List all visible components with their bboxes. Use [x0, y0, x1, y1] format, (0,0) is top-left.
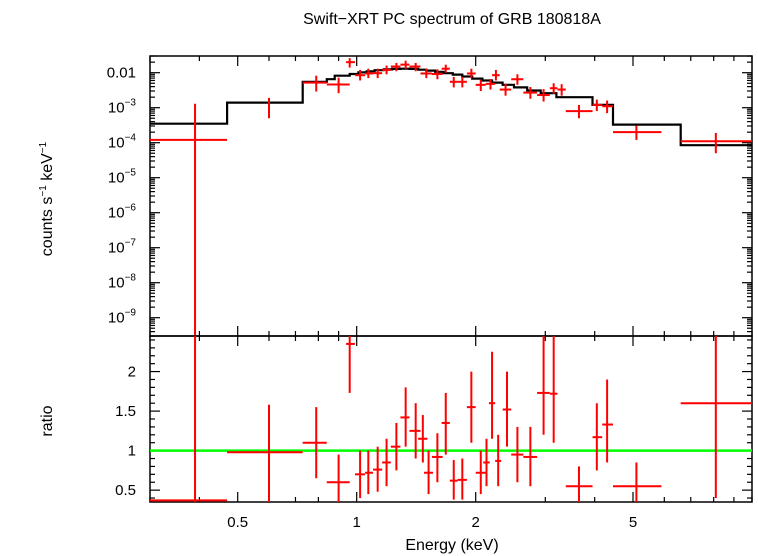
x-tick-label: 1 — [353, 514, 361, 531]
ratio-data-point — [495, 434, 502, 487]
spectrum-data-point — [680, 132, 752, 154]
spectrum-data-point — [565, 104, 593, 119]
x-axis-label: Energy (keV) — [405, 537, 498, 554]
spectrum-data-point — [390, 62, 401, 72]
spectrum-data-point — [492, 69, 500, 81]
ylabel-sup-1: −1 — [38, 185, 49, 197]
spectrum-y-tick-label: 10−9 — [108, 308, 137, 327]
ratio-data-point — [592, 403, 603, 471]
spectrum-data-point — [346, 58, 355, 68]
chart-title: Swift−XRT PC spectrum of GRB 180818A — [303, 11, 601, 28]
spectrum-data-point — [449, 76, 458, 88]
x-tick-label: 2 — [472, 514, 480, 531]
spectrum-y-tick-label: 0.01 — [107, 65, 136, 82]
ratio-data-point — [227, 404, 303, 502]
ratio-data-point — [409, 403, 421, 459]
ratio-y-axis-label: ratio — [39, 405, 56, 436]
ratio-data-point — [466, 371, 476, 443]
ratio-data-point — [354, 450, 366, 499]
ratio-data-point — [346, 336, 355, 393]
ratio-data-point — [549, 336, 558, 443]
ratio-data-point — [326, 454, 350, 502]
ratio-data-point — [373, 446, 383, 492]
ratio-y-tick-label: 1.5 — [115, 403, 136, 420]
spectrum-data-point — [612, 125, 662, 140]
spectrum-data-point — [365, 68, 374, 79]
spectrum-data-point — [326, 77, 350, 94]
spectrum-panel: 0.01 10−3 10−4 10−5 10−6 10−7 10−8 10−9 — [107, 55, 753, 337]
spectrum-data-point — [523, 87, 538, 99]
spectrum-data-point — [499, 83, 512, 96]
spectrum-data-point — [431, 69, 443, 80]
ratio-data-point — [612, 462, 662, 502]
ratio-data-point — [441, 392, 450, 455]
spectrum-data-point — [557, 84, 566, 96]
ratio-panel: 0.5 1 2 5 0.5 1 1.5 2 — [115, 335, 753, 531]
ratio-data-point — [502, 371, 512, 447]
ratio-data-point — [537, 336, 550, 435]
ratio-data-point — [488, 351, 496, 439]
spectrum-data-point — [549, 83, 558, 94]
ratio-y-tick-label: 2 — [128, 364, 136, 381]
ratio-data-point — [511, 426, 524, 483]
spectrum-y-tick-label: 10−5 — [108, 168, 137, 187]
ratio-data-point — [449, 460, 458, 500]
spectrum-data-point — [485, 79, 496, 90]
spectrum-data-point — [409, 62, 421, 72]
spectrum-data-point — [302, 75, 327, 92]
ratio-data-point — [680, 336, 752, 499]
spectrum-y-tick-label: 10−7 — [108, 238, 137, 257]
spectrum-data-point — [150, 103, 228, 336]
spectrum-data-point — [420, 68, 432, 79]
spectrum-data-point — [400, 60, 410, 69]
spectrum-y-tick-label: 10−8 — [108, 273, 137, 292]
spectrum-data-point — [354, 69, 366, 81]
ratio-y-tick-label: 1 — [128, 443, 136, 460]
spectrum-data-point — [475, 79, 486, 91]
ratio-data-point — [483, 438, 490, 487]
ratio-data-point — [523, 426, 538, 487]
ratio-data-point — [418, 415, 428, 463]
ratio-data-point — [365, 450, 374, 495]
ratio-data-point — [565, 466, 593, 502]
ratio-frame — [149, 335, 753, 503]
spectrum-data-point — [466, 68, 476, 79]
spectrum-data-point — [592, 99, 603, 112]
ratio-data-point — [400, 387, 410, 447]
ratio-data-point — [424, 450, 434, 495]
ratio-y-tick-label: 0.5 — [115, 482, 136, 499]
ratio-data-point — [382, 438, 391, 487]
ratio-data-point — [457, 458, 467, 500]
ratio-data-point — [602, 379, 613, 463]
spectrum-y-tick-label: 10−6 — [108, 203, 137, 222]
model-step-line — [150, 67, 752, 147]
ylabel-kev: keV — [39, 153, 56, 185]
spectrum-frame — [149, 55, 753, 337]
ylabel-counts: counts s — [39, 197, 56, 257]
ratio-data-point — [302, 407, 327, 479]
spectrum-data-point — [441, 64, 450, 73]
ratio-data-point — [390, 422, 401, 471]
spectrum-data-point — [602, 100, 613, 114]
ratio-data-point — [150, 336, 228, 502]
spectrum-y-axis-label: counts s−1 keV−1 — [38, 141, 56, 256]
x-tick-label: 0.5 — [227, 514, 248, 531]
x-tick-label: 5 — [629, 514, 637, 531]
spectrum-data-point — [373, 68, 383, 79]
ratio-data-point — [431, 433, 443, 483]
spectrum-y-tick-label: 10−4 — [108, 133, 137, 152]
spectrum-y-tick-label: 10−3 — [108, 98, 137, 117]
spectrum-data-point — [511, 74, 524, 85]
ylabel-sup-2: −1 — [38, 141, 49, 153]
spectrum-data-point — [537, 89, 550, 102]
spectrum-data-point — [457, 76, 467, 88]
spectrum-data-point — [382, 65, 391, 75]
ratio-data-point — [475, 450, 486, 495]
